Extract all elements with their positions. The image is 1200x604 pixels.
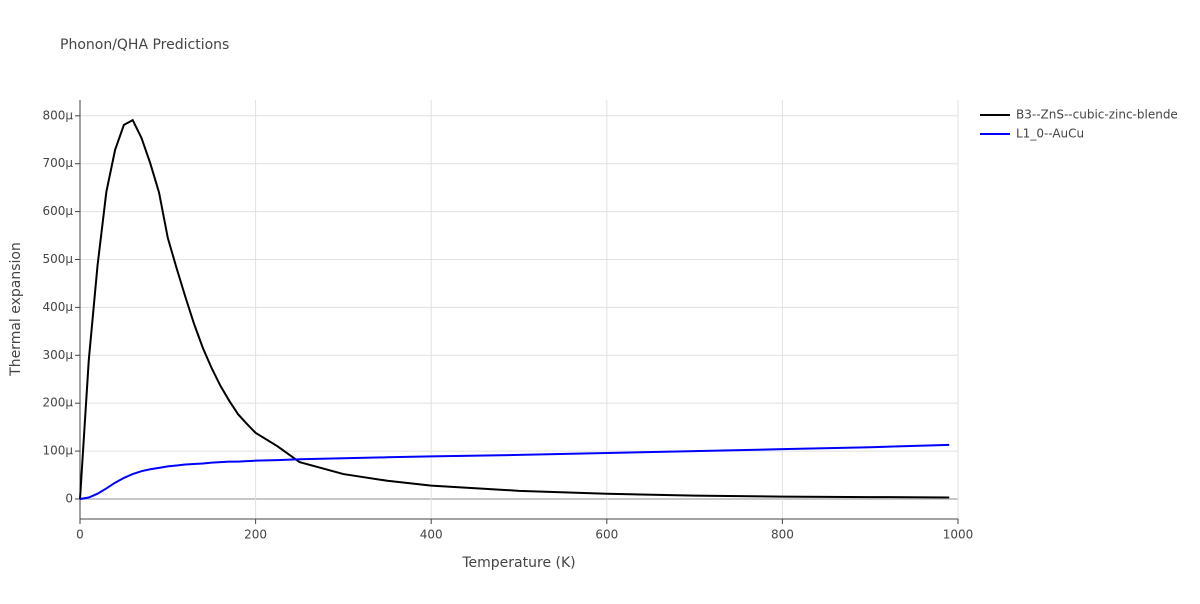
y-tick-label: 400µ	[42, 300, 73, 314]
y-tick-label: 500µ	[42, 252, 73, 266]
y-tick-label: 600µ	[42, 204, 73, 218]
x-tick-label: 200	[244, 528, 267, 542]
y-tick-label: 700µ	[42, 156, 73, 170]
legend-label: L1_0--AuCu	[1016, 127, 1084, 141]
x-tick-label: 400	[420, 528, 443, 542]
x-tick-label: 800	[771, 528, 794, 542]
y-axis-title: Thermal expansion	[8, 242, 24, 377]
series-line	[79, 443, 950, 500]
series-line	[79, 118, 950, 500]
y-tick-label: 300µ	[42, 348, 73, 362]
x-tick-label: 0	[76, 528, 84, 542]
chart-title: Phonon/QHA Predictions	[60, 37, 229, 53]
y-tick-label: 800µ	[42, 108, 73, 122]
x-tick-label: 1000	[943, 528, 974, 542]
y-tick-label: 0	[65, 491, 73, 505]
legend-label: B3--ZnS--cubic-zinc-blende	[1016, 108, 1178, 122]
y-tick-label: 100µ	[42, 444, 73, 458]
x-axis-title: Temperature (K)	[461, 555, 575, 571]
x-tick-label: 600	[595, 528, 618, 542]
y-tick-label: 200µ	[42, 396, 73, 410]
